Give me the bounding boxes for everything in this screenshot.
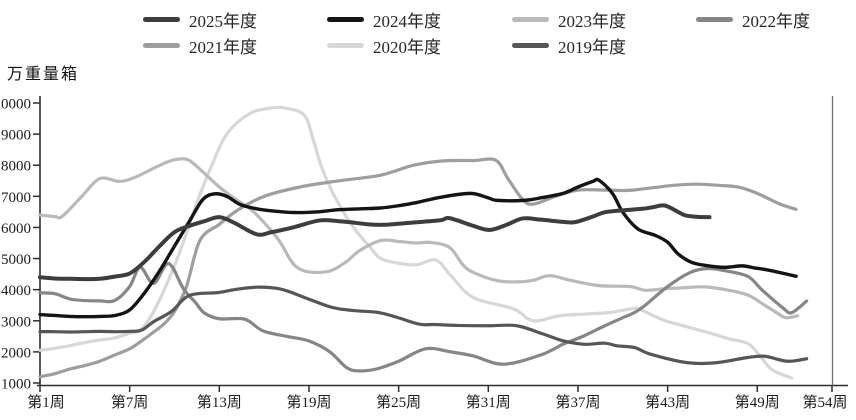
legend-swatch-2025 [143,16,180,22]
series-line-2020 [38,105,794,380]
legend-swatch-2022 [696,16,733,22]
legend-swatch-2023 [512,16,549,22]
chart-legend: 2025年度 2024年度 2023年度 2022年度 2021年度 2020年度 2019… [0,0,856,60]
legend-label: 2025年度 [189,11,257,31]
x-tick-label: 第13周 [197,393,242,411]
legend-label: 2023年度 [558,11,626,31]
legend-label: 2024年度 [373,11,441,31]
legend-item-2024: 2024年度 [327,8,441,31]
legend-swatch-2020 [327,42,364,48]
y-tick-label: 2000 [1,345,31,361]
x-tick-label: 第54周 [802,393,847,411]
x-tick-label: 第49周 [735,393,780,411]
legend-label: 2021年度 [189,37,257,57]
series-line-2021 [38,157,798,379]
y-tick-label: 4000 [1,283,31,299]
y-tick-label: 8000 [1,159,31,175]
x-tick-label: 第31周 [466,393,511,411]
x-tick-label: 第1周 [27,393,65,411]
legend-item-2023: 2023年度 [512,8,626,31]
legend-item-2022: 2022年度 [696,8,810,31]
legend-label: 2020年度 [373,37,441,57]
x-tick-label: 第7周 [111,393,149,411]
x-tick-label: 第19周 [286,393,331,411]
legend-item-2025: 2025年度 [143,8,257,31]
legend-swatch-2024 [327,16,364,22]
x-tick-label: 第25周 [376,393,421,411]
series-line-2025 [38,203,712,282]
legend-item-2021: 2021年度 [143,34,257,57]
y-axis-title: 万重量箱 [7,66,80,83]
y-tick-label: 5000 [1,252,31,268]
y-tick-label: 10000 [0,97,31,113]
series-line-2024 [38,177,798,319]
y-tick-label: 9000 [1,128,31,144]
y-tick-label: 3000 [1,314,31,330]
y-tick-label: 1000 [1,377,31,393]
y-tick-label: 6000 [1,221,31,237]
legend-swatch-2019 [512,42,549,48]
legend-label: 2019年度 [558,37,626,57]
series-line-2023 [38,157,800,320]
x-tick-label: 第37周 [555,393,600,411]
y-tick-label: 7000 [1,190,31,206]
x-tick-label: 第43周 [645,393,690,411]
series-line-2019 [38,285,809,366]
legend-item-2020: 2020年度 [327,34,441,57]
legend-item-2019: 2019年度 [512,34,626,57]
legend-label: 2022年度 [742,11,810,31]
legend-swatch-2021 [143,42,180,48]
